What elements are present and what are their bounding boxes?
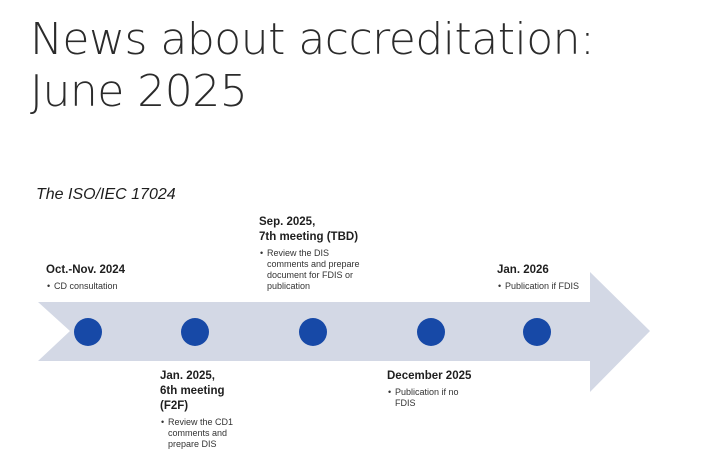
event-label-line: December 2025 — [387, 370, 472, 382]
timeline-event-oct-nov-2024: Oct.-Nov. 2024 CD consultation — [46, 263, 186, 292]
milestone-dot-2 — [181, 318, 209, 346]
event-note: document for FDIS or — [267, 270, 354, 280]
event-label: Sep. 2025, 7th meeting (TBD) — [259, 215, 409, 245]
event-note: Review the CD1 — [161, 417, 300, 428]
slide-title-line-1: News about accreditation: — [30, 14, 595, 65]
event-note: comments and prepare — [267, 259, 360, 269]
milestone-dot-5 — [523, 318, 551, 346]
event-note: prepare DIS — [168, 439, 217, 449]
milestone-dot-4 — [417, 318, 445, 346]
milestone-dot-1 — [74, 318, 102, 346]
event-note: Publication if FDIS — [498, 281, 637, 292]
slide-title-line-2: June 2025 — [30, 66, 248, 117]
event-note: FDIS — [395, 398, 416, 408]
milestone-group — [74, 318, 551, 346]
event-label-line: Jan. 2025, — [160, 370, 215, 382]
event-notes: Review the CD1 comments and prepare DIS — [160, 417, 300, 450]
event-label: Oct.-Nov. 2024 — [46, 263, 186, 278]
slide-title: News about accreditation: June 2025 — [30, 14, 595, 118]
timeline-arrow — [38, 272, 650, 392]
event-label-line: 6th meeting — [160, 385, 225, 397]
event-note: Publication if no — [388, 387, 527, 398]
event-label-line: Sep. 2025, — [259, 216, 316, 228]
event-notes: Publication if no FDIS — [387, 387, 527, 409]
event-label: Jan. 2026 — [497, 263, 637, 278]
timeline-event-jan-2025: Jan. 2025, 6th meeting (F2F) Review the … — [160, 369, 300, 450]
event-label-line: (F2F) — [160, 400, 189, 412]
milestone-dot-3 — [299, 318, 327, 346]
event-note: comments and — [168, 428, 228, 438]
event-note: CD consultation — [47, 281, 186, 292]
slide-subtitle: The ISO/IEC 17024 — [36, 186, 176, 203]
event-note: publication — [267, 281, 311, 291]
event-notes: Publication if FDIS — [497, 281, 637, 292]
timeline-event-sep-2025: Sep. 2025, 7th meeting (TBD) Review the … — [259, 215, 409, 292]
event-label-line: 7th meeting (TBD) — [259, 231, 359, 243]
event-notes: CD consultation — [46, 281, 186, 292]
event-label: Jan. 2025, 6th meeting (F2F) — [160, 369, 300, 414]
event-label: December 2025 — [387, 369, 527, 384]
event-notes: Review the DIS comments and prepare docu… — [259, 248, 409, 292]
event-label-line: Jan. 2026 — [497, 264, 549, 276]
timeline-event-jan-2026: Jan. 2026 Publication if FDIS — [497, 263, 637, 292]
event-label-line: Oct.-Nov. 2024 — [46, 264, 126, 276]
timeline-event-december-2025: December 2025 Publication if no FDIS — [387, 369, 527, 409]
event-note: Review the DIS — [260, 248, 409, 259]
